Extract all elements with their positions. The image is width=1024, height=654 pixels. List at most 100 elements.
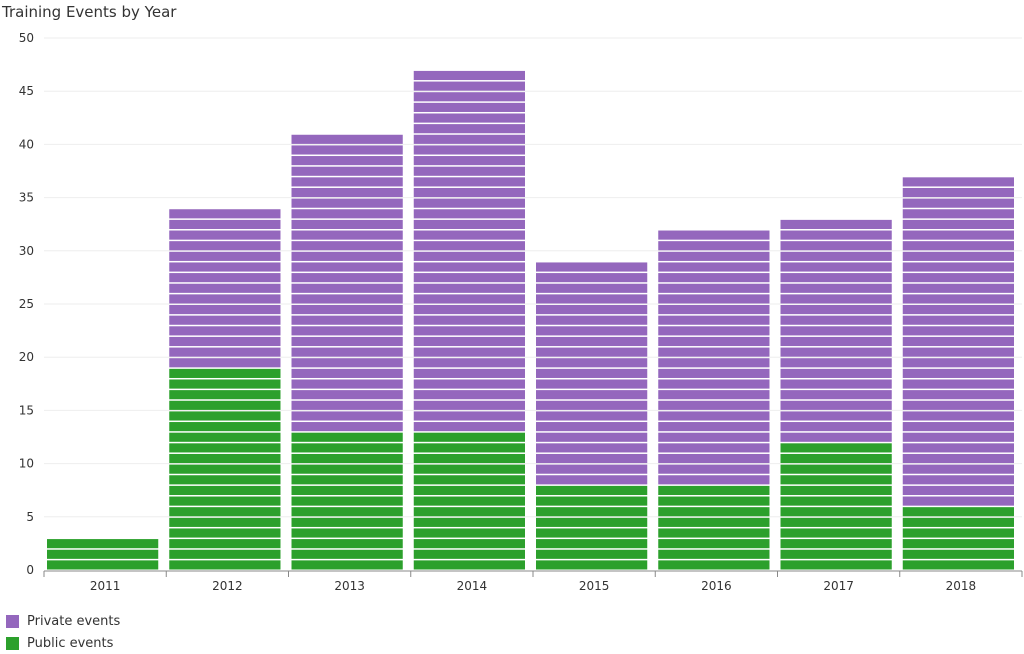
bar-unit [780, 305, 892, 315]
bar-unit [780, 326, 892, 336]
bar-unit [413, 262, 525, 272]
bar-unit [413, 400, 525, 410]
bar-unit [47, 560, 159, 570]
bar-2012-public[interactable] [169, 368, 281, 570]
bar-unit [780, 539, 892, 549]
bar-unit [169, 485, 281, 496]
legend: Private events Public events [6, 610, 120, 654]
bar-unit [536, 539, 648, 549]
bar-unit [291, 443, 403, 453]
bar-unit [291, 177, 403, 187]
bar-unit [169, 422, 281, 432]
legend-label-public: Public events [27, 635, 114, 651]
bar-unit [902, 177, 1014, 187]
bar-unit [291, 400, 403, 410]
bar-unit [413, 81, 525, 91]
bar-2014-public[interactable] [413, 432, 525, 570]
bar-unit [902, 528, 1014, 538]
bar-2011-public[interactable] [47, 539, 159, 570]
bar-unit [413, 134, 525, 144]
bar-unit [902, 251, 1014, 261]
bar-unit [291, 517, 403, 527]
bar-unit [902, 294, 1014, 304]
bar-unit [413, 560, 525, 570]
bar-unit [413, 315, 525, 325]
bar-unit [780, 464, 892, 474]
bar-2017-private[interactable] [780, 219, 892, 442]
legend-item-public[interactable]: Public events [6, 632, 120, 654]
bar-unit [536, 294, 648, 304]
bar-unit [658, 390, 770, 400]
bar-unit [536, 485, 648, 496]
bar-unit [169, 251, 281, 261]
y-axis-ticks: 0 5 10 15 20 25 30 35 40 45 50 [19, 31, 34, 577]
bar-2013-private[interactable] [291, 134, 403, 432]
bar-unit [780, 453, 892, 464]
bar-2012-private[interactable] [169, 209, 281, 368]
bar-unit [902, 390, 1014, 400]
legend-label-private: Private events [27, 613, 121, 629]
bar-unit [413, 422, 525, 432]
bar-unit [902, 560, 1014, 570]
bar-unit [291, 432, 403, 442]
x-tick-label-2016: 2016 [701, 579, 732, 593]
bar-unit [169, 368, 281, 378]
bar-2017-public[interactable] [780, 443, 892, 570]
bar-unit [658, 368, 770, 378]
bar-unit [291, 251, 403, 261]
bar-unit [658, 283, 770, 293]
bar-2014-private[interactable] [413, 70, 525, 432]
bar-2013-public[interactable] [291, 432, 403, 570]
bar-unit [536, 305, 648, 315]
bar-unit [169, 560, 281, 570]
bar-unit [780, 496, 892, 506]
bar-2016-private[interactable] [658, 230, 770, 485]
bar-2018-private[interactable] [902, 177, 1014, 506]
bar-unit [169, 475, 281, 485]
y-tick-label-35: 35 [19, 191, 34, 205]
bar-unit [413, 485, 525, 496]
bar-unit [291, 422, 403, 432]
bar-2018-public[interactable] [902, 507, 1014, 570]
bar-unit [780, 517, 892, 527]
legend-item-private[interactable]: Private events [6, 610, 120, 632]
y-tick-label-40: 40 [19, 137, 34, 151]
bar-unit [536, 475, 648, 485]
bar-unit [658, 453, 770, 464]
x-tick-label-2011: 2011 [90, 579, 121, 593]
bar-unit [291, 283, 403, 293]
bar-unit [536, 443, 648, 453]
bar-unit [291, 379, 403, 389]
bar-unit [413, 251, 525, 261]
bar-unit [658, 400, 770, 410]
bar-unit [413, 166, 525, 176]
bar-2016-public[interactable] [658, 485, 770, 570]
bar-unit [169, 464, 281, 474]
bar-2015-private[interactable] [536, 262, 648, 485]
bar-unit [780, 400, 892, 410]
bar-unit [658, 305, 770, 315]
bar-unit [780, 379, 892, 389]
bar-2015-public[interactable] [536, 485, 648, 570]
y-tick-label-10: 10 [19, 457, 34, 471]
bar-unit [658, 560, 770, 570]
bar-unit [658, 379, 770, 389]
bar-unit [902, 326, 1014, 336]
bar-unit [413, 209, 525, 219]
bar-unit [413, 283, 525, 293]
bar-unit [536, 464, 648, 474]
bar-unit [169, 283, 281, 293]
bar-unit [169, 432, 281, 442]
bar-unit [902, 400, 1014, 410]
bar-unit [169, 379, 281, 389]
bar-unit [536, 411, 648, 421]
bar-unit [47, 539, 159, 549]
bar-unit [536, 528, 648, 538]
bar-unit [658, 294, 770, 304]
y-tick-label-0: 0 [26, 563, 34, 577]
bar-unit [536, 560, 648, 570]
bar-unit [413, 177, 525, 187]
bar-unit [291, 230, 403, 240]
bar-unit [413, 517, 525, 527]
bar-unit [780, 549, 892, 559]
